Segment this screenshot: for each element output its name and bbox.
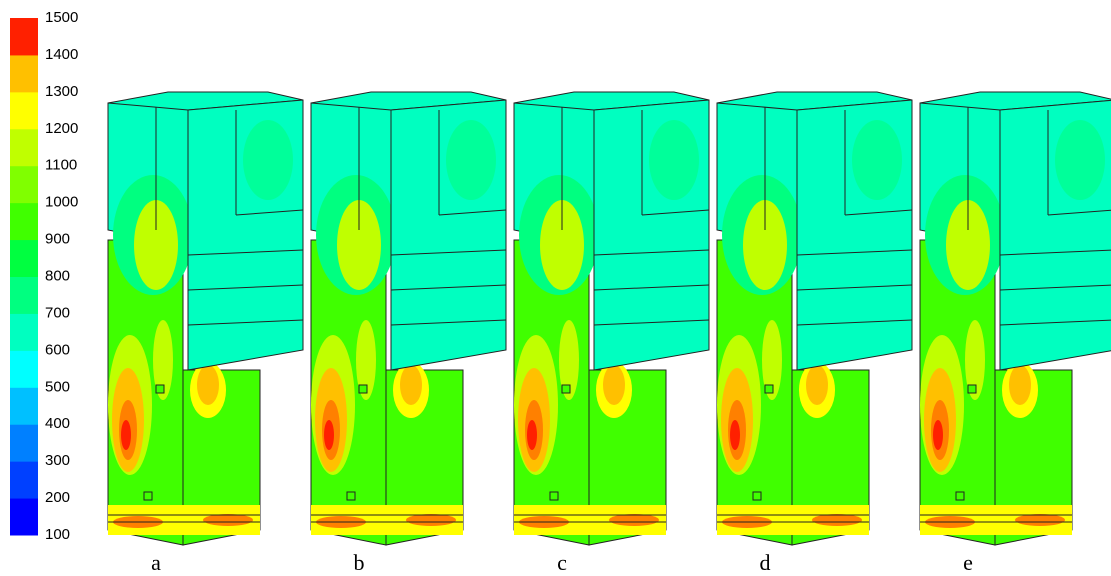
boiler-render: [920, 92, 1111, 545]
tick-label: 1400: [45, 46, 78, 63]
tick-label: 300: [45, 452, 70, 469]
color-band: [10, 461, 38, 498]
figure: 100 200 300 400 500 600 700 800 900 1000 1100 1200 1…: [0, 0, 1111, 576]
color-band: [10, 313, 38, 350]
boiler-render: [717, 92, 912, 545]
panels: a b c d e: [108, 92, 1111, 575]
color-band: [10, 203, 38, 240]
tick-label: 1000: [45, 194, 78, 211]
tick-label: 900: [45, 231, 70, 248]
tick-label: 100: [45, 526, 70, 543]
color-band: [10, 92, 38, 129]
color-band: [10, 18, 38, 55]
color-band: [10, 129, 38, 166]
color-band: [10, 166, 38, 203]
boiler-render: [108, 92, 303, 545]
tick-label: 1300: [45, 83, 78, 100]
color-band: [10, 350, 38, 387]
color-band: [10, 277, 38, 314]
tick-label: 700: [45, 304, 70, 321]
color-band: [10, 387, 38, 424]
tick-label: 1500: [45, 9, 78, 26]
panel-label: d: [760, 550, 771, 575]
tick-label: 800: [45, 267, 70, 284]
tick-label: 400: [45, 415, 70, 432]
panel-label: c: [557, 550, 567, 575]
boiler-render: [514, 92, 709, 545]
panel-label: a: [151, 550, 161, 575]
colorbar: 100 200 300 400 500 600 700 800 900 1000 1100 1200 1…: [10, 9, 78, 543]
panel-label: b: [354, 550, 365, 575]
color-band: [10, 55, 38, 92]
panel-label: e: [963, 550, 973, 575]
boiler-render: [311, 92, 506, 545]
color-band: [10, 424, 38, 461]
tick-label: 1200: [45, 120, 78, 137]
tick-label: 600: [45, 341, 70, 358]
tick-label: 200: [45, 489, 70, 506]
color-band: [10, 498, 38, 535]
tick-label: 1100: [45, 157, 77, 174]
tick-label: 500: [45, 378, 70, 395]
color-band: [10, 240, 38, 277]
